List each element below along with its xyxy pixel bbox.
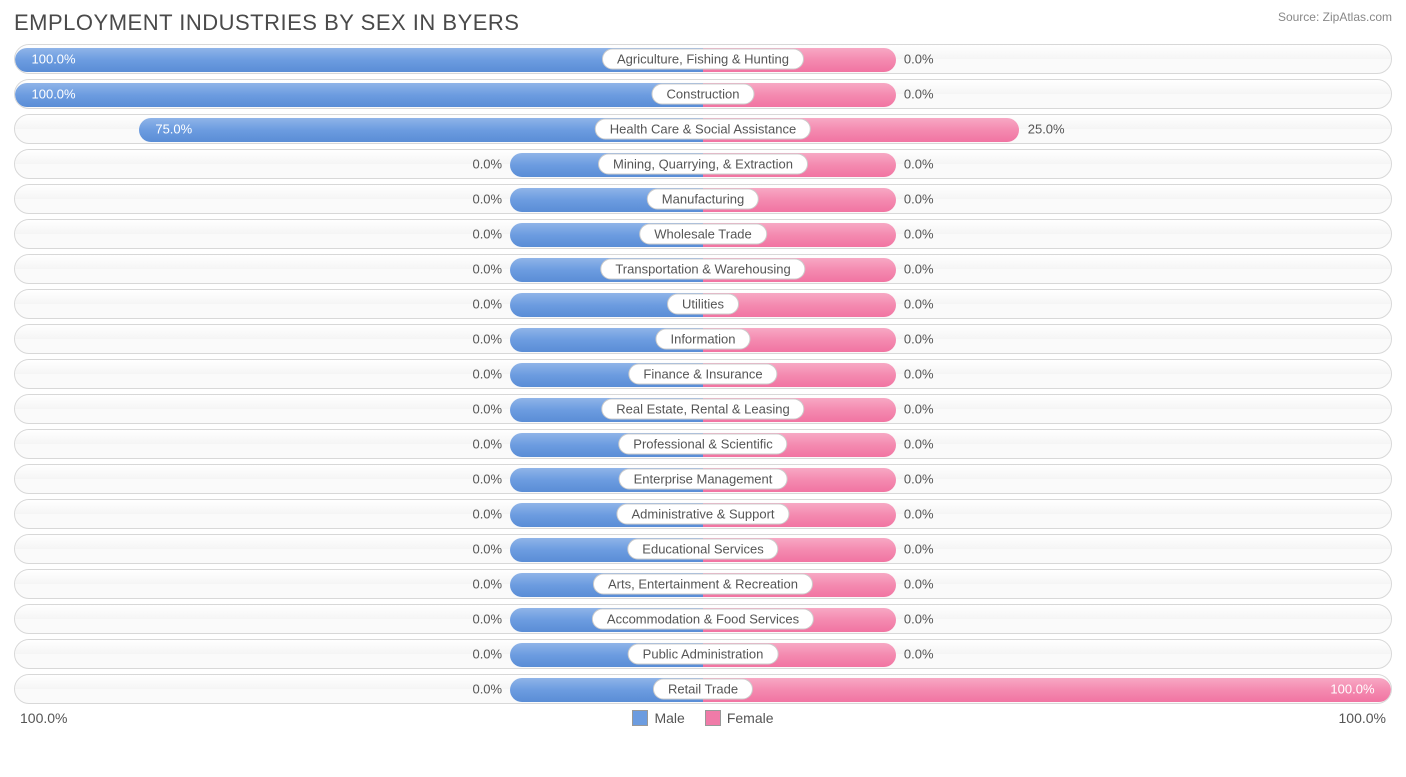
female-value: 0.0%: [904, 367, 934, 382]
chart-row: Arts, Entertainment & Recreation 0.0% 0.0%: [14, 569, 1392, 599]
chart-row: Transportation & Warehousing 0.0% 0.0%: [14, 254, 1392, 284]
category-label: Wholesale Trade: [639, 224, 767, 245]
male-value: 0.0%: [472, 437, 502, 452]
male-value: 0.0%: [472, 507, 502, 522]
male-value: 0.0%: [472, 227, 502, 242]
male-value: 0.0%: [472, 577, 502, 592]
chart-row: Agriculture, Fishing & Hunting 100.0% 0.0%: [14, 44, 1392, 74]
legend-male-label: Male: [654, 710, 684, 726]
male-value: 0.0%: [472, 542, 502, 557]
chart-row: Utilities 0.0% 0.0%: [14, 289, 1392, 319]
male-value: 100.0%: [32, 52, 76, 67]
female-value: 0.0%: [904, 332, 934, 347]
male-value: 0.0%: [472, 402, 502, 417]
chart-row: Mining, Quarrying, & Extraction 0.0% 0.0%: [14, 149, 1392, 179]
chart-title: EMPLOYMENT INDUSTRIES BY SEX IN BYERS: [14, 10, 519, 36]
category-label: Mining, Quarrying, & Extraction: [598, 154, 808, 175]
female-value: 0.0%: [904, 87, 934, 102]
female-value: 0.0%: [904, 507, 934, 522]
female-value: 0.0%: [904, 577, 934, 592]
chart-row: Professional & Scientific 0.0% 0.0%: [14, 429, 1392, 459]
chart-header: EMPLOYMENT INDUSTRIES BY SEX IN BYERS So…: [14, 10, 1392, 36]
chart-row: Administrative & Support 0.0% 0.0%: [14, 499, 1392, 529]
chart-row: Health Care & Social Assistance 75.0% 25.0…: [14, 114, 1392, 144]
female-value: 0.0%: [904, 297, 934, 312]
female-value: 0.0%: [904, 612, 934, 627]
chart-row: Public Administration 0.0% 0.0%: [14, 639, 1392, 669]
male-value: 0.0%: [472, 472, 502, 487]
male-value: 0.0%: [472, 262, 502, 277]
category-label: Transportation & Warehousing: [600, 259, 805, 280]
chart-row: Educational Services 0.0% 0.0%: [14, 534, 1392, 564]
axis-right-label: 100.0%: [1339, 710, 1386, 726]
axis-left-label: 100.0%: [20, 710, 67, 726]
legend-male: Male: [632, 710, 684, 726]
female-value: 0.0%: [904, 472, 934, 487]
female-swatch-icon: [705, 710, 721, 726]
category-label: Professional & Scientific: [618, 434, 787, 455]
legend-female: Female: [705, 710, 774, 726]
category-label: Finance & Insurance: [628, 364, 777, 385]
chart-row: Wholesale Trade 0.0% 0.0%: [14, 219, 1392, 249]
male-swatch-icon: [632, 710, 648, 726]
category-label: Arts, Entertainment & Recreation: [593, 574, 813, 595]
female-value: 100.0%: [1330, 682, 1374, 697]
category-label: Manufacturing: [647, 189, 759, 210]
female-value: 0.0%: [904, 192, 934, 207]
female-value: 0.0%: [904, 437, 934, 452]
chart-source: Source: ZipAtlas.com: [1278, 10, 1392, 24]
chart-row: Construction 100.0% 0.0%: [14, 79, 1392, 109]
male-value: 0.0%: [472, 157, 502, 172]
category-label: Accommodation & Food Services: [592, 609, 814, 630]
male-value: 75.0%: [155, 122, 192, 137]
male-value: 0.0%: [472, 367, 502, 382]
male-value: 0.0%: [472, 332, 502, 347]
male-value: 0.0%: [472, 612, 502, 627]
male-value: 100.0%: [32, 87, 76, 102]
female-value: 0.0%: [904, 52, 934, 67]
category-label: Enterprise Management: [619, 469, 788, 490]
category-label: Health Care & Social Assistance: [595, 119, 811, 140]
chart-row: Real Estate, Rental & Leasing 0.0% 0.0%: [14, 394, 1392, 424]
female-value: 0.0%: [904, 647, 934, 662]
category-label: Construction: [652, 84, 755, 105]
female-bar: [703, 678, 1391, 702]
chart-row: Enterprise Management 0.0% 0.0%: [14, 464, 1392, 494]
chart-row: Retail Trade 0.0% 100.0%: [14, 674, 1392, 704]
female-value: 0.0%: [904, 262, 934, 277]
female-value: 0.0%: [904, 542, 934, 557]
diverging-bar-chart: Agriculture, Fishing & Hunting 100.0% 0.0%…: [14, 44, 1392, 704]
female-value: 0.0%: [904, 157, 934, 172]
chart-footer: 100.0% Male Female 100.0%: [14, 710, 1392, 726]
category-label: Real Estate, Rental & Leasing: [601, 399, 804, 420]
category-label: Administrative & Support: [616, 504, 789, 525]
legend-female-label: Female: [727, 710, 774, 726]
chart-legend: Male Female: [632, 710, 773, 726]
male-value: 0.0%: [472, 297, 502, 312]
female-value: 25.0%: [1028, 122, 1065, 137]
category-label: Information: [655, 329, 750, 350]
category-label: Utilities: [667, 294, 739, 315]
chart-row: Finance & Insurance 0.0% 0.0%: [14, 359, 1392, 389]
male-bar: [15, 48, 703, 72]
male-value: 0.0%: [472, 682, 502, 697]
chart-row: Manufacturing 0.0% 0.0%: [14, 184, 1392, 214]
female-value: 0.0%: [904, 227, 934, 242]
female-value: 0.0%: [904, 402, 934, 417]
male-value: 0.0%: [472, 192, 502, 207]
category-label: Public Administration: [628, 644, 779, 665]
category-label: Agriculture, Fishing & Hunting: [602, 49, 804, 70]
chart-row: Information 0.0% 0.0%: [14, 324, 1392, 354]
chart-row: Accommodation & Food Services 0.0% 0.0%: [14, 604, 1392, 634]
male-bar: [15, 83, 703, 107]
category-label: Retail Trade: [653, 679, 753, 700]
category-label: Educational Services: [627, 539, 778, 560]
male-value: 0.0%: [472, 647, 502, 662]
